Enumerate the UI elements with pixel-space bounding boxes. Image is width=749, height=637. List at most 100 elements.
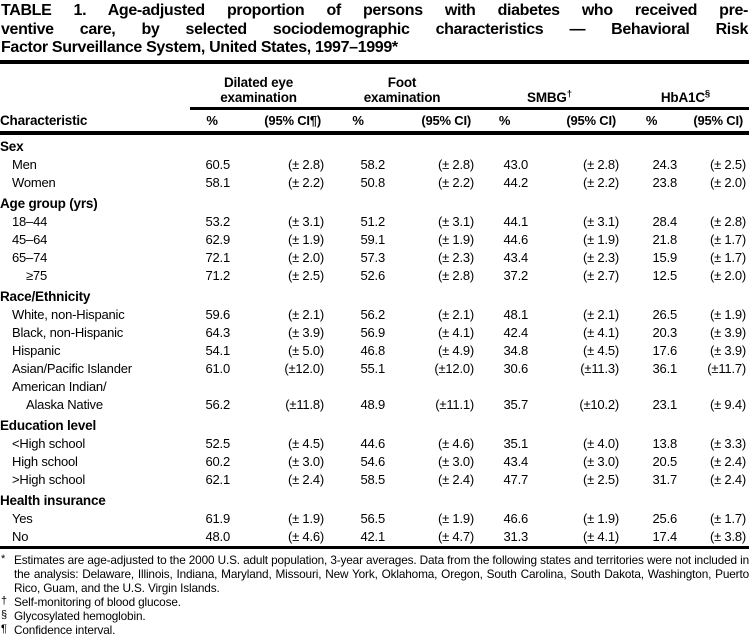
group-header-dilated-eye-examination: Dilated eye examination xyxy=(190,61,328,110)
ci-value: (± 2.5) xyxy=(287,267,325,283)
row-label: High school xyxy=(12,453,78,469)
pct-value: 44.6 xyxy=(503,231,529,247)
pct-value: 72.1 xyxy=(205,249,230,265)
table-row: Hispanic 54.1 (± 5.0) 46.8 (± 4.9) 34.8 (± 4.5… xyxy=(0,342,749,360)
ci-value: (±12.0) xyxy=(284,360,325,376)
ci-value: (± 2.8) xyxy=(437,156,475,172)
ci-value: (± 3.9) xyxy=(709,342,747,358)
ci-value: (±11.1) xyxy=(435,396,475,412)
ci-value: (± 2.5) xyxy=(582,471,620,487)
ci-value: (± 1.9) xyxy=(437,510,475,526)
ci-value: (± 3.9) xyxy=(709,324,747,340)
pct-column-header: % xyxy=(622,108,682,135)
pct-value: 43.0 xyxy=(503,156,529,172)
pct-value: 37.2 xyxy=(503,267,529,283)
row-label: <High school xyxy=(12,435,86,451)
pct-value: 61.0 xyxy=(205,360,230,376)
row-label: Alaska Native xyxy=(26,396,103,412)
ci-value: (± 2.2) xyxy=(582,174,620,190)
pct-value: 59.6 xyxy=(205,306,230,322)
row-label: Yes xyxy=(12,510,33,526)
ci-value: (± 2.2) xyxy=(287,174,325,190)
group-label: HbA1C xyxy=(660,89,705,105)
pct-value: 20.5 xyxy=(652,453,678,469)
footnote-marker: * xyxy=(1,552,6,565)
ci-value: (± 1.7) xyxy=(709,231,747,247)
pct-value: 61.9 xyxy=(205,510,230,526)
table-body: Sex Men 60.5 (± 2.8) 58.2 (± 2.8) 43.0 (± 2.8) 2… xyxy=(0,133,749,548)
ci-value: (± 1.9) xyxy=(437,231,475,247)
pct-value: 54.1 xyxy=(205,342,230,358)
table-row: White, non-Hispanic 59.6 (± 2.1) 56.2 (± 2.1… xyxy=(0,306,749,324)
pct-value: 64.3 xyxy=(205,324,230,340)
ci-value: (± 1.7) xyxy=(709,510,747,526)
ci-value: (± 1.9) xyxy=(582,231,620,247)
table-row: Men 60.5 (± 2.8) 58.2 (± 2.8) 43.0 (± 2.8) 24.3… xyxy=(0,156,749,174)
row-label: 65–74 xyxy=(12,249,48,265)
ci-value: (± 2.0) xyxy=(287,249,325,265)
group-header-row: Dilated eye examination Foot examination… xyxy=(0,61,749,110)
pct-value: 28.4 xyxy=(652,213,678,229)
ci-value xyxy=(389,378,477,396)
ci-value: (± 3.1) xyxy=(287,213,325,229)
ci-value: (± 2.7) xyxy=(582,267,620,283)
table-title: TABLE 1. Age-adjusted proportion of pers… xyxy=(0,0,749,58)
pct-value: 71.2 xyxy=(205,267,230,283)
table-row: 18–44 53.2 (± 3.1) 51.2 (± 3.1) 44.1 (± 3.1) 28… xyxy=(0,213,749,231)
ci-value: (± 3.0) xyxy=(582,453,620,469)
row-label: 45–64 xyxy=(12,231,48,247)
pct-value: 48.1 xyxy=(503,306,529,322)
pct-value: 58.2 xyxy=(360,156,386,172)
pct-value xyxy=(477,378,532,396)
pct-value: 20.3 xyxy=(652,324,678,340)
group-label: SMBG xyxy=(527,89,567,105)
pct-value: 24.3 xyxy=(652,156,678,172)
pct-value: 31.7 xyxy=(652,471,678,487)
pct-value: 54.6 xyxy=(360,453,386,469)
table-row: 65–74 72.1 (± 2.0) 57.3 (± 2.3) 43.4 (± 2.3) 15… xyxy=(0,249,749,267)
ci-value: (± 1.9) xyxy=(582,510,620,526)
table-row: Black, non-Hispanic 64.3 (± 3.9) 56.9 (± 4.1… xyxy=(0,324,749,342)
table-row: <High school 52.5 (± 4.5) 44.6 (± 4.6) 35.1 (±… xyxy=(0,435,749,453)
pct-value: 43.4 xyxy=(503,249,529,265)
section-label: Age group (yrs) xyxy=(0,195,98,211)
row-label: ≥75 xyxy=(26,267,47,283)
table-row: Asian/Pacific Islander 61.0 (±12.0) 55.1 (±1… xyxy=(0,360,749,378)
pct-value: 44.1 xyxy=(503,213,529,229)
section-footnote-marker: § xyxy=(704,88,711,99)
section-label: Race/Ethnicity xyxy=(0,288,91,304)
ci-value: (± 4.1) xyxy=(437,324,475,340)
pct-value: 44.2 xyxy=(503,174,529,190)
pct-value: 62.1 xyxy=(205,471,230,487)
group-label: Foot examination xyxy=(363,74,441,105)
ci-value: (±11.8) xyxy=(285,396,325,412)
ci-value: (± 2.8) xyxy=(709,213,747,229)
pct-value: 60.2 xyxy=(205,453,230,469)
pct-value: 55.1 xyxy=(360,360,386,376)
table-row: ≥75 71.2 (± 2.5) 52.6 (± 2.8) 37.2 (± 2.7) 12.5… xyxy=(0,267,749,285)
pct-value: 58.1 xyxy=(205,174,230,190)
ci-column-header: (95% CI) xyxy=(681,108,749,135)
ci-value: (± 3.9) xyxy=(287,324,325,340)
pct-value: 52.6 xyxy=(360,267,386,283)
section-row: Race/Ethnicity xyxy=(0,285,749,306)
row-label: Women xyxy=(12,174,56,190)
ci-value: (± 4.0) xyxy=(582,435,620,451)
ci-value: (± 2.8) xyxy=(437,267,475,283)
footnote: * Estimates are age-adjusted to the 2000 … xyxy=(0,553,749,595)
pct-value: 31.3 xyxy=(503,528,529,544)
pct-value: 48.0 xyxy=(205,528,230,544)
pct-value: 53.2 xyxy=(205,213,230,229)
pct-value: 36.1 xyxy=(652,360,678,376)
pct-value: 50.8 xyxy=(360,174,386,190)
pct-value: 42.4 xyxy=(503,324,529,340)
pct-value: 26.5 xyxy=(652,306,678,322)
ci-value: (± 2.4) xyxy=(709,453,747,469)
ci-column-header: (95% CI¶) xyxy=(234,108,328,135)
ci-value: (± 3.3) xyxy=(709,435,747,451)
ci-value: (± 2.4) xyxy=(287,471,325,487)
ci-column-header: (95% CI) xyxy=(389,108,478,135)
section-row: Sex xyxy=(0,133,749,156)
ci-column-header: (95% CI) xyxy=(532,108,623,135)
pct-column-header: % xyxy=(477,108,533,135)
